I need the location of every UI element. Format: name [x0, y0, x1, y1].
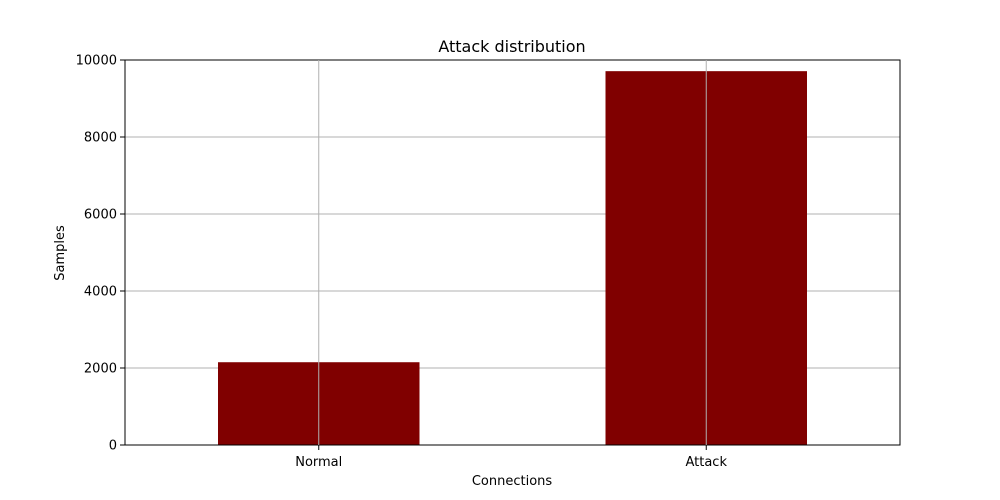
y-tick-label: 6000 — [84, 208, 117, 223]
y-tick-label: 4000 — [84, 285, 117, 300]
y-tick-label: 10000 — [76, 54, 117, 69]
x-tick-label-attack: Attack — [685, 455, 727, 470]
y-axis-label: Samples — [53, 225, 68, 281]
x-axis-label: Connections — [472, 474, 553, 489]
plot-frame — [124, 59, 901, 446]
y-tick-label: 8000 — [84, 131, 117, 146]
x-tick-label-normal: Normal — [295, 455, 342, 470]
y-tick-label: 2000 — [84, 362, 117, 377]
y-tick-label: 0 — [109, 439, 117, 454]
bar-layer — [218, 71, 807, 445]
tick-layer: 0 2000 4000 6000 8000 10000 Normal Attack — [76, 54, 728, 471]
chart-title: Attack distribution — [438, 37, 585, 56]
